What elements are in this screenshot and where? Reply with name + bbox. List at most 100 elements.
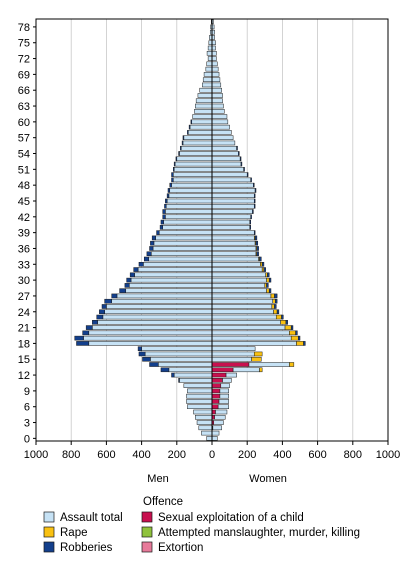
bar-women-assault-total-age-66	[211, 87, 222, 93]
bar-men-robberies-age-47	[167, 188, 171, 193]
legend-label-assault-total: Assault total	[60, 512, 123, 524]
bar-women-assault-total-age-46	[211, 193, 255, 199]
bar-women-assault-total-age-10	[220, 383, 230, 388]
bar-women-robberies-age-23	[281, 314, 284, 320]
bar-women-sexual-exploitation-of-a-child-age-8	[211, 393, 221, 399]
bar-women-assault-total-age-19	[211, 335, 292, 341]
men-label: Men	[147, 473, 168, 485]
y-tick-label-30: 30	[18, 275, 30, 287]
bar-men-robberies-age-18	[76, 341, 90, 346]
x-tick-label-8: 600	[308, 449, 326, 461]
bar-women-assault-total-age-70	[211, 66, 219, 72]
bar-women-assault-total-age-3	[213, 420, 224, 425]
bar-women-robberies-age-45	[253, 198, 256, 204]
bar-women-assault-total-age-54	[211, 151, 239, 156]
bar-women-rape-age-13	[259, 367, 263, 373]
bar-men-assault-total-age-37	[153, 240, 213, 246]
women-bars	[211, 19, 306, 441]
bar-women-robberies-age-19	[297, 335, 301, 341]
y-tick-label-54: 54	[18, 149, 30, 161]
bar-women-robberies-age-36	[256, 246, 259, 251]
bar-men-assault-total-age-46	[168, 193, 213, 199]
bar-men-assault-total-age-62	[194, 109, 213, 114]
bar-men-robberies-age-12	[171, 372, 175, 378]
x-axis: 1000 800 600 400 200 0 200 400 600 800 1000	[24, 441, 400, 461]
bar-men-assault-total-age-74	[207, 45, 213, 51]
bar-men-assault-total-age-2	[198, 425, 213, 431]
bar-women-sexual-exploitation-of-a-child-age-6	[211, 404, 219, 409]
y-tick-label-33: 33	[18, 259, 30, 271]
bar-women-assault-total-age-42	[211, 214, 251, 220]
y-tick-label-15: 15	[18, 354, 30, 366]
bar-men-assault-total-age-7	[186, 399, 213, 404]
bar-women-assault-total-age-62	[211, 109, 225, 114]
bar-women-assault-total-age-68	[211, 77, 221, 82]
legend-swatch-assault-total	[43, 511, 55, 523]
legend-swatch-sexual-exploitation-of-a-child	[141, 511, 153, 523]
legend-title: Offence	[143, 496, 183, 508]
bar-men-assault-total-age-66	[199, 87, 213, 93]
bar-women-assault-total-age-26	[211, 298, 273, 304]
bar-women-rape-age-24	[273, 309, 278, 315]
bar-men-robberies-age-15	[142, 356, 151, 362]
bar-women-assault-total-age-34	[211, 256, 259, 262]
bar-women-rape-age-27	[270, 293, 275, 299]
bar-women-assault-total-age-38	[211, 235, 255, 241]
bar-women-assault-total-age-37	[211, 240, 256, 246]
bar-men-robberies-age-23	[96, 314, 104, 320]
bar-women-assault-total-age-73	[211, 51, 217, 56]
bar-women-robberies-age-44	[253, 203, 256, 209]
bar-women-robberies-age-33	[261, 262, 265, 267]
bar-men-assault-total-age-28	[125, 288, 213, 293]
bar-men-robberies-age-39	[156, 230, 160, 235]
bar-women-robberies-age-50	[246, 172, 249, 177]
bar-men-robberies-age-41	[160, 219, 164, 225]
x-tick-label-9: 800	[344, 449, 362, 461]
bar-women-robberies-age-38	[254, 235, 258, 241]
y-tick-label-9: 9	[24, 386, 30, 398]
bar-women-assault-total-age-40	[211, 225, 251, 230]
bar-men-assault-total-age-61	[192, 114, 213, 119]
bar-women-assault-total-age-71	[211, 61, 218, 67]
bar-men-assault-total-age-19	[83, 335, 213, 341]
bar-men-assault-total-age-71	[206, 61, 213, 67]
bar-men-robberies-age-54	[178, 151, 180, 156]
bar-women-assault-total-age-8	[219, 393, 229, 399]
bar-men-assault-total-age-51	[173, 167, 213, 172]
bar-men-assault-total-age-17	[141, 346, 213, 351]
bar-men-robberies-age-57	[182, 135, 185, 140]
bar-men-robberies-age-35	[146, 251, 152, 257]
x-tick-label-5: 0	[209, 449, 215, 461]
bar-women-robberies-age-26	[275, 298, 278, 304]
bar-women-assault-total-age-75	[211, 40, 216, 46]
bar-men-robberies-age-20	[82, 330, 90, 336]
bar-men-assault-total-age-52	[174, 161, 213, 167]
y-tick-label-36: 36	[18, 243, 30, 255]
x-tick-label-7: 400	[273, 449, 291, 461]
y-tick-label-0: 0	[24, 433, 30, 445]
bar-women-assault-total-age-21	[211, 325, 286, 330]
bar-men-assault-total-age-45	[166, 198, 213, 204]
bar-women-robberies-age-43	[252, 209, 254, 214]
bar-women-rape-age-22	[280, 320, 287, 325]
bar-men-robberies-age-27	[111, 293, 118, 299]
legend-swatch-rape	[43, 526, 55, 538]
legend-swatch-extortion	[141, 541, 153, 553]
bar-women-robberies-age-48	[253, 182, 255, 188]
bar-men-assault-total-age-64	[195, 98, 213, 104]
bar-men-assault-total-age-11	[179, 378, 213, 383]
bar-women-assault-total-age-20	[211, 330, 290, 336]
bar-women-robberies-age-20	[295, 330, 298, 336]
bar-women-assault-total-age-51	[211, 167, 244, 172]
bar-men-assault-total-age-32	[137, 267, 213, 272]
bar-women-rape-age-25	[271, 304, 275, 309]
bar-women-rape-age-23	[275, 314, 282, 320]
bar-women-assault-total-age-15	[211, 356, 252, 362]
bar-women-robberies-age-18	[303, 341, 306, 346]
bar-men-robberies-age-60	[190, 119, 193, 125]
legend-label-sexual-exploitation-of-a-child: Sexual exploitation of a child	[158, 512, 304, 524]
bar-women-assault-total-age-41	[211, 219, 251, 225]
bar-men-assault-total-age-65	[197, 93, 213, 98]
bar-women-rape-age-26	[272, 298, 276, 304]
bar-women-assault-total-age-49	[211, 177, 251, 183]
